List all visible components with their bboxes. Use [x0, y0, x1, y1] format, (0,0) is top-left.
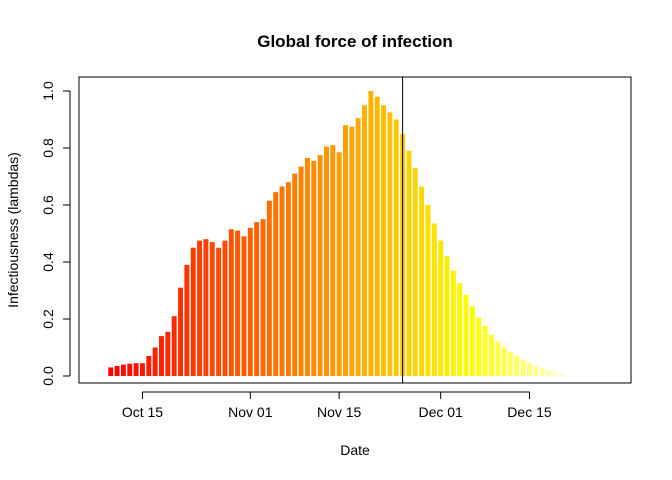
bar — [546, 370, 551, 376]
bar — [285, 182, 291, 376]
bar — [444, 256, 450, 376]
x-tick-label: Dec 15 — [507, 404, 552, 420]
x-tick-label: Nov 15 — [317, 404, 362, 420]
bar — [412, 167, 418, 376]
bar — [469, 306, 475, 376]
chart-title: Global force of infection — [257, 32, 453, 51]
bar — [216, 247, 222, 376]
bar — [260, 219, 266, 376]
x-tick-label: Dec 01 — [418, 404, 463, 420]
bar — [387, 112, 393, 377]
bar — [495, 341, 501, 376]
bar — [197, 240, 203, 377]
bar — [292, 173, 298, 376]
y-tick-label: 1.0 — [40, 81, 56, 101]
bar — [209, 242, 215, 376]
bar — [146, 356, 152, 376]
y-tick-label: 0.8 — [40, 138, 56, 158]
bar — [159, 336, 164, 376]
bar — [374, 96, 380, 376]
bar — [368, 91, 374, 376]
bar — [381, 105, 387, 376]
bars — [108, 91, 564, 377]
bar — [247, 227, 253, 376]
bar — [431, 223, 437, 376]
bar — [323, 146, 329, 376]
bar — [438, 240, 444, 377]
bar — [520, 360, 526, 376]
bar — [463, 294, 469, 376]
bar — [488, 334, 494, 376]
bar — [120, 364, 126, 376]
bar — [425, 205, 431, 376]
bar — [203, 239, 209, 376]
bar — [317, 155, 323, 377]
bar — [355, 118, 361, 376]
bar — [482, 326, 488, 377]
bar — [457, 283, 463, 377]
x-axis-label: Date — [340, 442, 370, 458]
bar — [336, 152, 342, 376]
bar — [241, 236, 247, 376]
bar — [152, 347, 158, 376]
x-tick-label: Oct 15 — [122, 404, 163, 420]
bar — [406, 150, 412, 376]
bar — [127, 363, 133, 376]
bar — [171, 316, 177, 376]
bar — [165, 331, 171, 376]
bar — [133, 363, 139, 376]
plot-frame — [78, 76, 632, 384]
bar — [552, 372, 558, 376]
bar — [222, 240, 228, 377]
bar — [311, 160, 317, 376]
bar — [108, 367, 114, 376]
bar — [450, 270, 456, 376]
bar — [298, 166, 304, 376]
bar — [273, 192, 279, 376]
x-axis: Oct 15 Nov 01 Nov 15 Dec 01 Dec 15 — [122, 391, 552, 420]
bar — [393, 119, 399, 376]
y-tick-label: 0.6 — [40, 195, 56, 215]
bar — [114, 366, 120, 376]
bar — [349, 126, 355, 377]
bar — [343, 125, 348, 376]
bar — [190, 247, 196, 376]
bar — [362, 105, 367, 376]
y-tick-label: 0.0 — [40, 366, 56, 386]
bar — [178, 287, 183, 376]
x-tick-label: Nov 01 — [228, 404, 273, 420]
bar — [476, 317, 482, 376]
bar — [419, 186, 425, 376]
bar — [304, 157, 310, 376]
bar — [330, 145, 336, 376]
y-tick-label: 0.4 — [40, 252, 56, 272]
y-axis: 0.0 0.2 0.4 0.6 0.8 1.0 — [40, 81, 71, 386]
bar — [558, 373, 564, 376]
bar — [514, 356, 520, 376]
bar — [539, 368, 545, 376]
bar — [527, 363, 532, 376]
bar — [139, 363, 145, 376]
bar — [254, 222, 260, 376]
bar — [235, 230, 241, 376]
bar — [228, 229, 234, 376]
bar — [279, 186, 285, 376]
y-axis-label: Infectiousness (lambdas) — [5, 152, 21, 308]
bar — [501, 347, 507, 376]
bar — [266, 200, 272, 376]
bar — [507, 351, 513, 376]
y-tick-label: 0.2 — [40, 309, 56, 329]
bar — [533, 365, 539, 376]
bar — [184, 264, 190, 376]
